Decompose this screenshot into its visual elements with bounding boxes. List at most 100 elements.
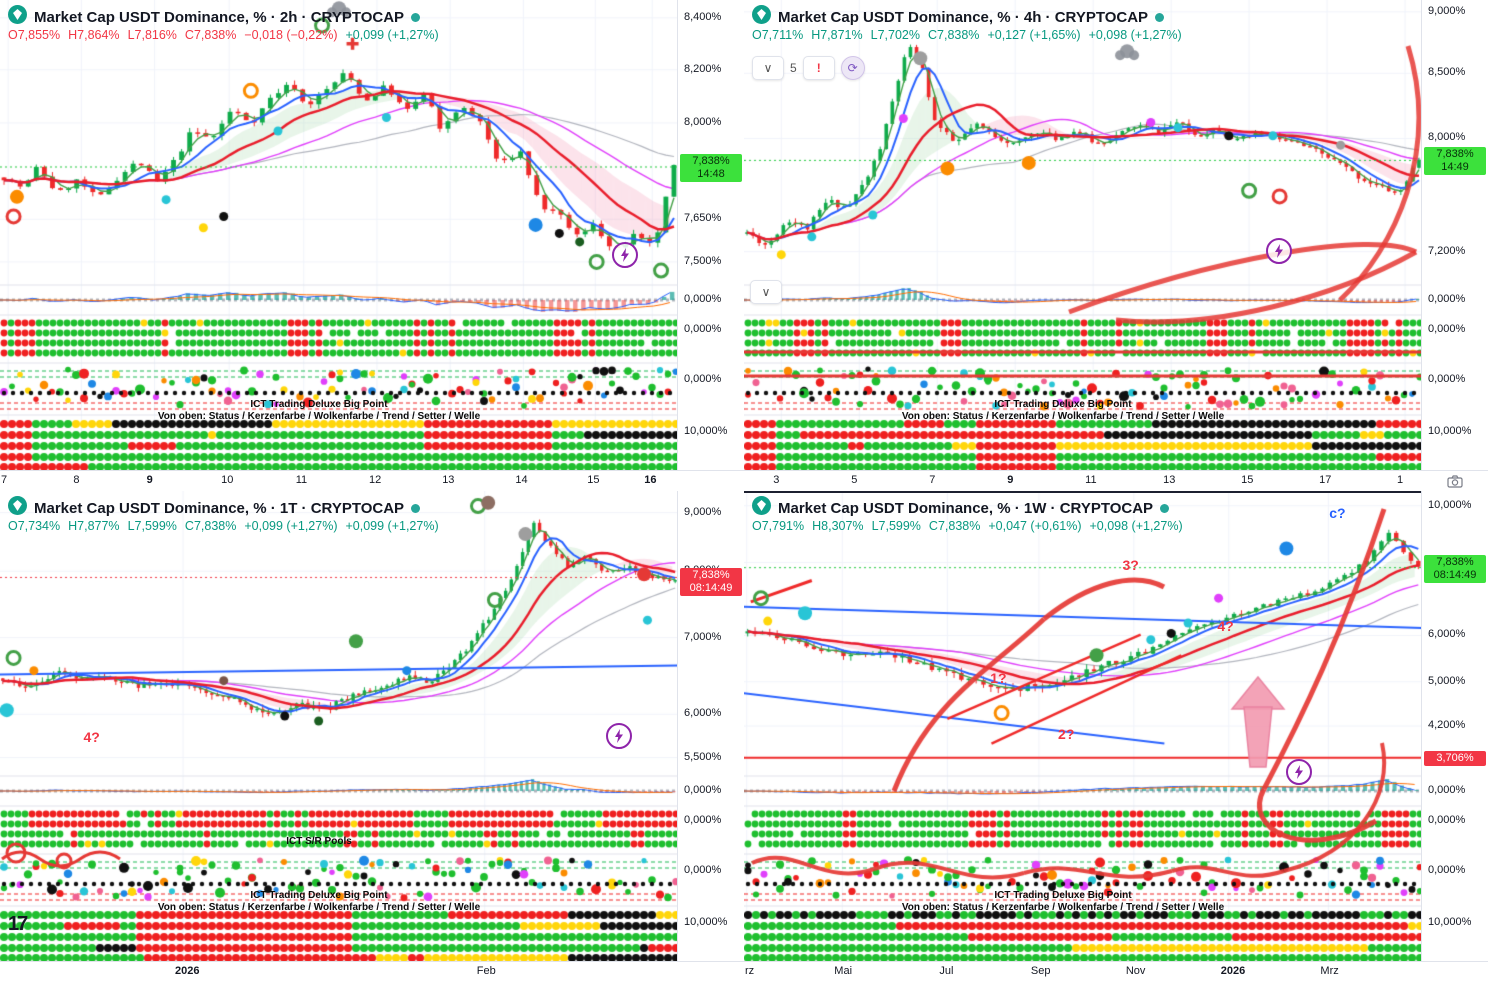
market-status-icon[interactable] (411, 12, 421, 22)
price-tick: 7,000% (684, 630, 722, 643)
time-axis[interactable]: 2026 Feb (0, 961, 678, 982)
time-axis[interactable]: 7 8 9 10 11 12 13 14 15 16 (0, 470, 678, 491)
chart-area[interactable]: Market Cap USDT Dominance, % · 2h · CRYP… (0, 0, 678, 471)
current-price-badge[interactable]: 7,838% 08:14:49 (1424, 554, 1486, 583)
ohlc-token: C7,838% (928, 519, 981, 533)
chart-canvas[interactable] (744, 491, 1422, 962)
price-tick: 4,200% (1428, 719, 1466, 732)
current-price-badge[interactable]: 7,838% 14:49 (1424, 147, 1486, 176)
price-tick: 7,200% (1428, 244, 1466, 257)
tradingview-logo[interactable]: 17 (8, 913, 28, 935)
time-tick: 7 (929, 474, 936, 486)
time-tick: 13 (442, 474, 455, 486)
time-tick: 1 (1397, 474, 1404, 486)
chart-annotation[interactable]: 4? (83, 729, 100, 746)
legend[interactable]: Market Cap USDT Dominance, % · 1W · CRYP… (752, 496, 1170, 520)
chart-annotation[interactable]: 1? (990, 670, 1007, 687)
indicator-scale-label: 0,000% (684, 864, 722, 876)
price-scale[interactable]: 9,000% 8,500% 8,000% 7,200% 7,838% 14:49 0,000… (1421, 0, 1488, 471)
indicator-scale-label: 10,000% (684, 916, 728, 928)
indicator-scale-label: 10,000% (684, 425, 728, 437)
market-status-icon[interactable] (411, 503, 421, 513)
indicator-scale-label: 0,000% (684, 373, 722, 385)
time-axis[interactable]: rz Mai Jul Sep Nov 2026 Mrz (744, 961, 1422, 982)
symbol-title[interactable]: Market Cap USDT Dominance, % · 2h · CRYP… (34, 8, 405, 26)
chart-canvas[interactable] (0, 0, 678, 471)
screenshot-camera-button[interactable] (1422, 470, 1488, 491)
chart-annotation[interactable]: 2? (1058, 726, 1075, 743)
lightning-icon[interactable] (1286, 759, 1312, 785)
price-scale[interactable]: 9,000%8,000%7,000%6,000%5,500%7,838%08:1… (677, 491, 744, 962)
chart-panel-2h[interactable]: Market Cap USDT Dominance, % · 2h · CRYP… (0, 0, 745, 492)
ohlc-token: L7,702% (870, 28, 920, 42)
collapse-legend-button[interactable]: ∨ (752, 56, 784, 80)
price-tick: 8,200% (684, 62, 722, 75)
time-tick: rz (745, 965, 755, 977)
ohlc-token: O7,734% (8, 519, 61, 533)
ohlc-values: O7,711% H7,871% L7,702% C7,838% +0,127 (+1,6… (752, 28, 1182, 42)
market-status-icon[interactable] (1155, 12, 1165, 22)
legend[interactable]: Market Cap USDT Dominance, % · 2h · CRYP… (8, 5, 421, 29)
price-tick: 5,500% (684, 750, 722, 763)
axis-corner (678, 470, 744, 491)
chart-panel-1w[interactable]: Market Cap USDT Dominance, % · 1W · CRYP… (743, 490, 1488, 982)
indicator-scale-label: 0,000% (1428, 814, 1466, 826)
lightning-icon[interactable] (1266, 238, 1292, 264)
price-tick: 6,000% (684, 707, 722, 720)
time-tick: 2026 (175, 965, 200, 977)
current-price-badge[interactable]: 7,838% 14:48 (680, 153, 742, 182)
ohlc-token: O7,855% (8, 28, 61, 42)
current-price-badge[interactable]: 7,838% 08:14:49 (680, 568, 742, 597)
time-tick: 5 (851, 474, 858, 486)
ohlc-token: H7,864% (68, 28, 120, 42)
time-tick: 7 (1, 474, 8, 486)
chart-area[interactable]: Market Cap USDT Dominance, % · 1W · CRYP… (744, 491, 1422, 962)
chart-panel-4h[interactable]: Market Cap USDT Dominance, % · 4h · CRYP… (742, 0, 1488, 493)
refresh-button[interactable]: ⟳ (840, 56, 865, 80)
price-scale[interactable]: 8,400% 8,200% 8,000% 7,650% 7,500% 7,838% 14:4… (677, 0, 744, 471)
time-axis[interactable]: 3 5 7 9 11 13 15 17 1 (744, 470, 1422, 491)
legend[interactable]: Market Cap USDT Dominance, % · 1T · CRYP… (8, 496, 421, 520)
indicator-scale-label: 0,000% (1428, 293, 1466, 305)
ohlc-token: +0,098 (+1,27%) (1088, 28, 1182, 42)
price-tick: 7,500% (684, 254, 722, 267)
time-tick: Jul (939, 965, 954, 977)
price-scale[interactable]: 10,000%8,000%6,000%5,000%4,200%7,838%08:… (1421, 491, 1488, 962)
chart-annotation[interactable]: 3? (1122, 556, 1139, 573)
symbol-title[interactable]: Market Cap USDT Dominance, % · 4h · CRYP… (778, 8, 1149, 26)
time-tick: 16 (644, 474, 657, 486)
symbol-title[interactable]: Market Cap USDT Dominance, % · 1W · CRYP… (778, 499, 1154, 517)
ohlc-token: L7,816% (127, 28, 177, 42)
time-tick: 10 (221, 474, 234, 486)
ohlc-values: O7,855% H7,864% L7,816% C7,838% −0,018 (−0,2… (8, 28, 439, 42)
price-tick: 8,000% (1428, 131, 1466, 144)
alert-button[interactable]: ! (802, 56, 835, 80)
legend[interactable]: Market Cap USDT Dominance, % · 4h · CRYP… (752, 5, 1165, 29)
indicator-scale-label: 10,000% (1428, 425, 1472, 437)
chart-area[interactable]: Market Cap USDT Dominance, % · 4h · CRYP… (744, 0, 1422, 471)
price-tick: 8,400% (684, 10, 722, 23)
lightning-icon[interactable] (612, 242, 638, 268)
camera-icon (1447, 474, 1463, 488)
lightning-icon[interactable] (606, 723, 632, 749)
time-tick: 2026 (1220, 965, 1246, 977)
market-status-icon[interactable] (1160, 503, 1170, 513)
symbol-title[interactable]: Market Cap USDT Dominance, % · 1T · CRYP… (34, 499, 405, 517)
chart-annotation[interactable]: 4? (1217, 618, 1234, 635)
chart-toolbar: ∨ 5 ! ⟳ (752, 56, 865, 80)
time-tick: 3 (773, 474, 780, 486)
price-tick: 8,500% (1428, 66, 1466, 79)
ohlc-token: +0,127 (+1,65%) (987, 28, 1081, 42)
time-tick: Sep (1030, 965, 1051, 977)
chart-area[interactable]: Market Cap USDT Dominance, % · 1T · CRYP… (0, 491, 678, 962)
time-tick: 8 (73, 474, 80, 486)
price-level-badge[interactable]: 3,706% (1424, 750, 1486, 766)
collapse-pane-button[interactable]: ∨ (750, 280, 782, 304)
time-tick: 11 (295, 474, 308, 486)
ohlc-values: O7,734% H7,877% L7,599% C7,838% +0,099 (+1,2… (8, 519, 439, 533)
chart-annotation[interactable]: c? (1329, 504, 1346, 521)
chart-canvas[interactable] (0, 491, 678, 962)
indicator-scale-label: 0,000% (1428, 864, 1466, 876)
chart-panel-1t[interactable]: Market Cap USDT Dominance, % · 1T · CRYP… (0, 490, 745, 982)
